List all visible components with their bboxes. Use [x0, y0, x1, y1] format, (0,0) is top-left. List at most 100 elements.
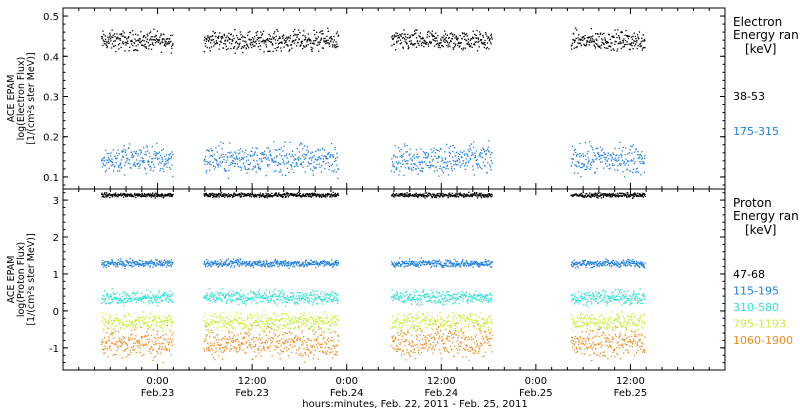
data-point	[435, 43, 437, 45]
data-point	[315, 194, 317, 196]
data-point	[641, 157, 644, 159]
data-point	[628, 48, 631, 50]
data-point	[171, 164, 173, 166]
data-point	[455, 265, 457, 267]
data-point	[431, 196, 433, 198]
data-point	[470, 193, 472, 195]
data-point	[421, 263, 424, 265]
data-point	[438, 195, 441, 197]
data-point	[440, 42, 442, 44]
data-point	[120, 302, 122, 304]
data-point	[167, 265, 169, 267]
data-point	[462, 33, 464, 35]
data-point	[398, 37, 401, 39]
data-point	[162, 168, 164, 170]
data-point	[256, 296, 259, 298]
data-point	[249, 195, 251, 198]
data-point	[333, 194, 335, 196]
data-point	[161, 158, 163, 160]
data-point	[102, 262, 105, 264]
data-point	[458, 192, 460, 195]
data-point	[169, 264, 171, 267]
data-point	[122, 261, 125, 263]
data-point	[302, 194, 304, 197]
data-point	[165, 298, 167, 300]
data-point	[446, 265, 448, 267]
data-point	[301, 40, 304, 42]
data-point	[219, 157, 221, 159]
electron-y-axis-label: ACE EPAM	[6, 75, 17, 123]
data-point	[489, 156, 491, 159]
data-point	[439, 264, 441, 266]
data-point	[629, 195, 632, 197]
data-point	[276, 149, 278, 151]
data-point	[442, 166, 444, 169]
data-point	[597, 152, 599, 154]
data-point	[237, 158, 239, 161]
data-point	[146, 263, 148, 265]
data-point	[407, 163, 409, 165]
data-point	[604, 159, 606, 161]
data-point	[222, 161, 224, 163]
data-point	[232, 195, 234, 197]
data-point	[245, 160, 248, 162]
data-point	[109, 296, 111, 299]
data-point	[293, 40, 295, 42]
data-point	[141, 192, 143, 194]
data-point	[233, 266, 235, 268]
data-point	[130, 194, 132, 196]
data-point	[141, 292, 143, 294]
data-point	[581, 264, 583, 267]
data-point	[304, 145, 306, 147]
data-point	[580, 264, 582, 266]
data-point	[211, 150, 213, 152]
data-point	[433, 39, 435, 41]
data-point	[310, 262, 312, 265]
data-point	[169, 290, 171, 292]
data-point	[131, 154, 133, 157]
data-point	[477, 38, 479, 40]
data-point	[290, 193, 292, 196]
data-point	[285, 174, 287, 176]
data-point	[582, 194, 584, 196]
data-point	[394, 263, 397, 266]
data-point	[269, 296, 271, 298]
data-point	[130, 265, 132, 267]
data-point	[442, 40, 445, 42]
data-point	[241, 195, 243, 197]
data-point	[114, 44, 117, 47]
data-point	[158, 263, 160, 265]
data-point	[122, 262, 124, 264]
data-point	[452, 48, 455, 51]
data-point	[457, 44, 459, 47]
data-point	[214, 32, 216, 34]
data-point	[602, 167, 605, 169]
data-point	[107, 195, 110, 197]
data-point	[595, 262, 598, 264]
data-point	[627, 35, 629, 37]
data-point	[465, 39, 468, 42]
data-point	[306, 264, 308, 266]
data-point	[144, 194, 146, 196]
data-point	[209, 193, 211, 195]
data-point	[621, 150, 623, 152]
data-point	[593, 193, 595, 195]
data-point	[407, 33, 409, 36]
data-point	[317, 263, 319, 265]
data-point	[108, 302, 110, 304]
data-point	[476, 163, 478, 165]
data-point	[212, 194, 214, 196]
data-point	[157, 194, 159, 196]
data-point	[436, 43, 438, 45]
data-point	[276, 263, 278, 265]
data-point	[420, 194, 422, 196]
data-point	[141, 160, 143, 162]
data-point	[444, 161, 446, 163]
data-point	[103, 157, 105, 159]
data-point	[150, 194, 153, 196]
data-point	[415, 168, 417, 170]
data-point	[479, 33, 482, 35]
data-point	[416, 40, 418, 43]
data-point	[630, 44, 632, 46]
data-point	[581, 166, 583, 169]
